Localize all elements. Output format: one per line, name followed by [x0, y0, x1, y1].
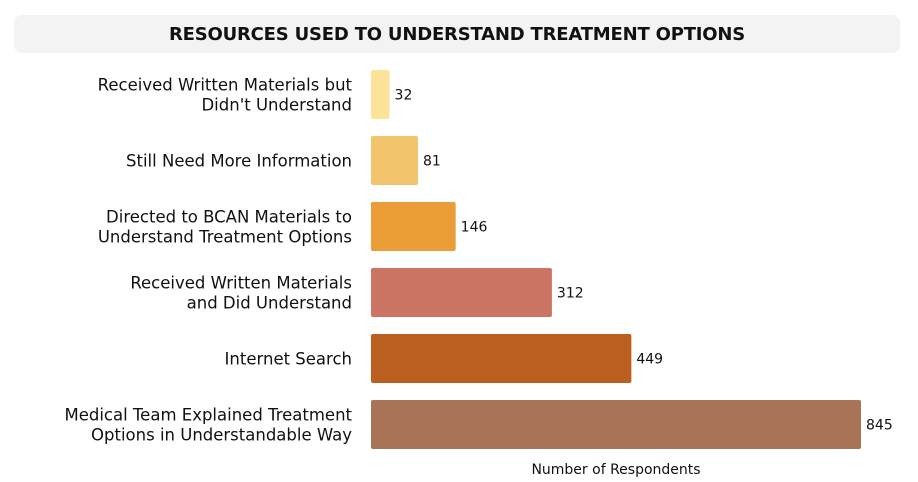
category-label-4: Received Written Materials and Did Unders… [130, 274, 352, 313]
value-label-3: 146 [461, 220, 488, 236]
category-label-1: Received Written Materials but Didn't Und… [98, 76, 353, 115]
category-label-6: Medical Team Explained Treatment Options … [64, 406, 352, 445]
category-label-3: Directed to BCAN Materials to Understand … [98, 208, 352, 247]
bar-3 [371, 202, 456, 251]
bar-2 [371, 136, 418, 185]
chart-title: RESOURCES USED TO UNDERSTAND TREATMENT O… [168, 23, 746, 45]
x-axis-title: Number of Respondents [531, 462, 700, 478]
bar-1 [371, 70, 390, 119]
bar-4 [371, 268, 552, 317]
value-label-6: 845 [866, 418, 893, 434]
category-label-2: Still Need More Information [126, 152, 352, 171]
chart-title-bar: RESOURCES USED TO UNDERSTAND TREATMENT O… [14, 15, 900, 53]
bar-5 [371, 334, 632, 383]
value-label-5: 449 [636, 352, 663, 368]
value-label-2: 81 [423, 154, 441, 170]
bar-6 [371, 400, 861, 449]
category-label-5: Internet Search [225, 350, 352, 369]
value-label-1: 32 [395, 88, 413, 104]
value-label-4: 312 [557, 286, 584, 302]
